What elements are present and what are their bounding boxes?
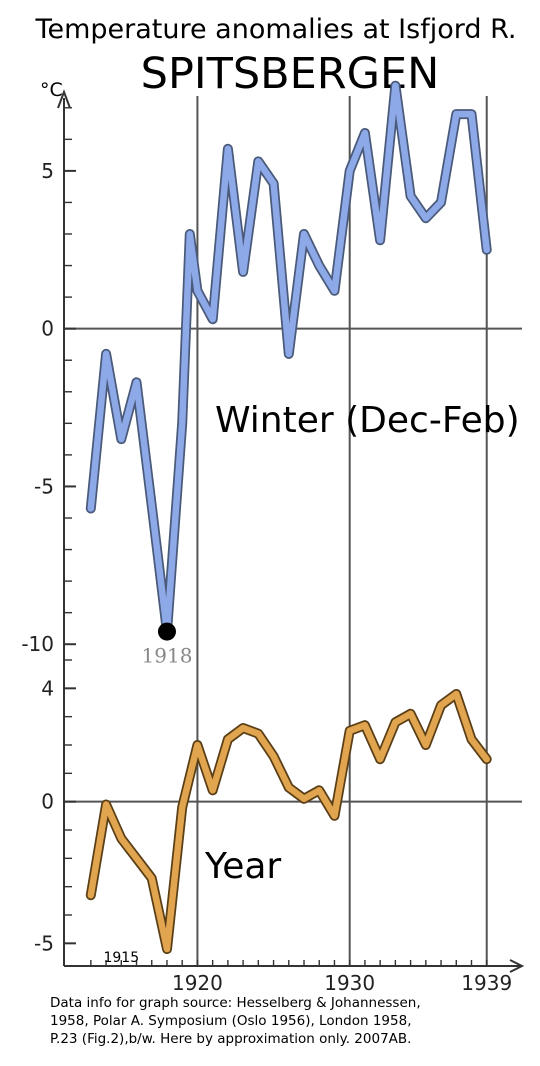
annotation-label-1918: 1918 (142, 644, 193, 668)
series-layer (85, 80, 492, 954)
chart-title: Temperature anomalies at Isfjord R. (35, 14, 517, 45)
winter-ytick-label: -10 (21, 632, 54, 656)
xtick-label-1920: 1920 (172, 971, 223, 995)
unit-label: °C (40, 79, 63, 101)
source-note-line-3: P.23 (Fig.2),b/w. Here by approximation … (50, 1031, 412, 1047)
source-note-line-1: Data info for graph source: Hesselberg &… (50, 995, 421, 1011)
source-note-line-2: 1958, Polar A. Symposium (Oslo 1956), Lo… (50, 1013, 412, 1029)
y-axis-arrow (57, 89, 71, 109)
axes (57, 89, 525, 973)
year-ytick-label: 0 (41, 790, 54, 814)
winter-line (87, 82, 490, 635)
annotation-label-1915: 1915 (103, 950, 139, 966)
winter-panel-label: Winter (Dec-Feb) (215, 400, 520, 441)
winter-ytick-label: 5 (41, 159, 54, 183)
source-note: Data info for graph source: Hesselberg &… (50, 994, 530, 1048)
winter-ytick-label: -5 (34, 474, 54, 498)
year-ytick-label: 4 (41, 676, 54, 700)
grid (64, 96, 522, 966)
winter-ytick-label: 0 (41, 317, 54, 341)
year-ytick-label: -5 (34, 931, 54, 955)
year-line (87, 690, 490, 953)
xtick-label-1930: 1930 (324, 971, 375, 995)
chart-subtitle: SPITSBERGEN (141, 49, 440, 99)
x-axis-arrow (509, 959, 525, 973)
labels: 5 0 -5 -10 4 0 -5 1920 1930 1939 Winter (Dec-Feb) Y… (21, 159, 519, 995)
year-panel-label: Year (204, 846, 281, 887)
xtick-label-1939: 1939 (461, 971, 512, 995)
annotation-dot-1918 (157, 622, 176, 641)
winter-line-casing (85, 80, 492, 637)
